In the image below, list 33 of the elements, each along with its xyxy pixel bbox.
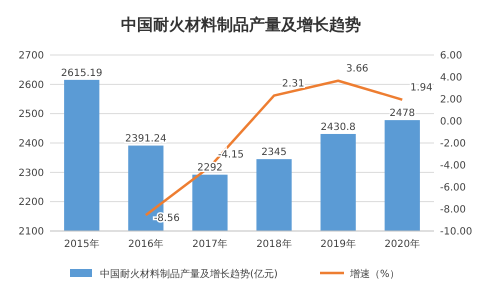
x-tick-label: 2020年 (384, 238, 420, 250)
y2-tick-label: -8.00 (440, 204, 466, 216)
y-tick-label: 2600 (18, 80, 44, 91)
data-label: 2391.24 (125, 134, 167, 145)
data-label: 2.31 (282, 78, 304, 90)
x-tick-label: 2017年 (192, 238, 228, 250)
chart-title: 中国耐火材料制品产量及增长趋势 (121, 15, 361, 34)
x-tick-label: 2019年 (320, 238, 356, 250)
x-tick-label: 2016年 (128, 238, 164, 250)
data-label: 3.66 (346, 64, 368, 75)
data-label: 2345 (261, 147, 287, 158)
y2-tick-label: 0.00 (440, 116, 462, 128)
x-tick-label: 2015年 (64, 238, 100, 250)
data-label: 1.94 (410, 82, 433, 94)
data-label: 2430.8 (320, 122, 356, 133)
y2-tick-label: 4.00 (440, 72, 462, 84)
y2-tick-label: -10.00 (440, 226, 472, 238)
data-label: 2615.19 (61, 68, 102, 79)
data-label: 2478 (390, 108, 415, 120)
x-tick-label: 2018年 (256, 238, 292, 250)
legend-label: 中国耐火材料制品产量及增长趋势(亿元) (100, 268, 278, 280)
y2-tick-label: -4.00 (440, 160, 466, 172)
y-tick-label: 2500 (18, 109, 44, 120)
y2-tick-label: 2.00 (440, 94, 462, 106)
y-tick-label: 2400 (18, 138, 44, 150)
y2-tick-label: -2.00 (440, 138, 466, 150)
legend-label: 增速（%） (349, 268, 400, 280)
y-tick-label: 2700 (18, 50, 44, 62)
y-tick-label: 2300 (18, 168, 44, 179)
y2-tick-label: 6.00 (440, 50, 462, 62)
y-tick-label: 2100 (18, 226, 44, 238)
y2-tick-label: -6.00 (440, 182, 466, 194)
y-tick-label: 2200 (18, 197, 44, 208)
